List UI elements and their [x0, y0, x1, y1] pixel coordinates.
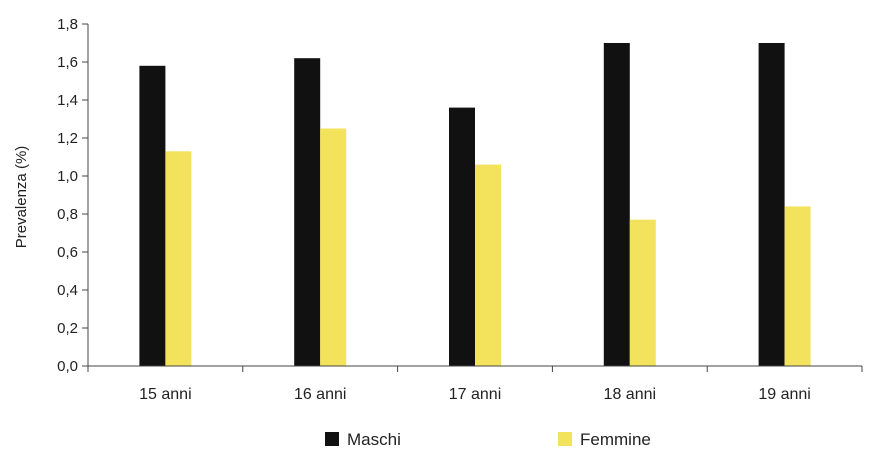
legend-label-femmine: Femmine — [580, 430, 651, 449]
y-tick-label: 0,0 — [57, 358, 78, 375]
x-tick-label: 18 anni — [604, 386, 657, 403]
bar-femmine-2 — [320, 128, 347, 366]
bar-femmine-4 — [629, 219, 656, 366]
bar-maschi-5 — [758, 43, 785, 366]
x-tick-label: 19 anni — [758, 386, 811, 403]
bar-femmine-3 — [475, 164, 501, 366]
y-tick-label: 0,4 — [57, 282, 78, 299]
bars — [139, 43, 811, 367]
y-tick-label: 1,8 — [57, 16, 78, 33]
y-tick-label: 0,8 — [57, 206, 78, 223]
bar-maschi-3 — [449, 107, 475, 366]
y-tick-label: 1,0 — [57, 168, 78, 185]
x-tick-label: 16 anni — [294, 386, 347, 403]
y-axis: 0,0 0,2 0,4 0,6 0,8 1,0 1,2 1,4 1,6 1,8 — [57, 16, 89, 375]
legend-swatch-maschi — [325, 432, 339, 446]
y-tick-label: 0,6 — [57, 244, 78, 261]
legend-label-maschi: Maschi — [347, 430, 401, 449]
y-tick-label: 1,2 — [57, 130, 78, 147]
x-tick-label: 15 anni — [139, 386, 192, 403]
y-tick-label: 0,2 — [57, 320, 78, 337]
bar-femmine-1 — [165, 151, 192, 366]
y-tick-label: 1,4 — [57, 92, 78, 109]
x-axis: 15 anni 16 anni 17 anni 18 anni 19 anni — [87, 365, 863, 403]
y-tick-label: 1,6 — [57, 54, 78, 71]
x-tick-label: 17 anni — [449, 386, 502, 403]
bar-maschi-4 — [603, 43, 630, 366]
legend-swatch-femmine — [558, 432, 572, 446]
bar-maschi-1 — [139, 65, 166, 367]
y-axis-title: Prevalenza (%) — [13, 146, 30, 249]
bar-femmine-5 — [784, 206, 811, 366]
legend: Maschi Femmine — [325, 430, 651, 449]
bar-maschi-2 — [294, 58, 321, 366]
